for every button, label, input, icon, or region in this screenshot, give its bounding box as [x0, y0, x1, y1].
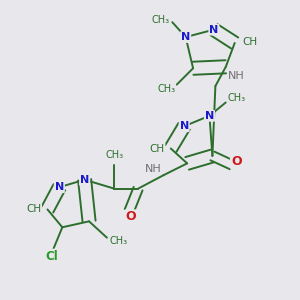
Text: N: N: [180, 121, 189, 131]
Text: Cl: Cl: [46, 250, 58, 262]
Text: N: N: [55, 182, 64, 192]
Text: CH₃: CH₃: [110, 236, 128, 246]
Text: CH₃: CH₃: [105, 150, 123, 161]
Text: NH: NH: [145, 164, 162, 174]
Text: N: N: [209, 25, 218, 34]
Text: CH: CH: [26, 204, 41, 214]
Text: CH₃: CH₃: [151, 15, 169, 25]
Text: O: O: [125, 210, 136, 224]
Text: N: N: [205, 111, 214, 121]
Text: N: N: [181, 32, 190, 42]
Text: CH: CH: [150, 143, 165, 154]
Text: N: N: [80, 175, 89, 185]
Text: NH: NH: [228, 71, 245, 81]
Text: CH₃: CH₃: [227, 93, 245, 103]
Text: CH₃: CH₃: [157, 84, 175, 94]
Text: CH: CH: [242, 37, 257, 46]
Text: O: O: [231, 155, 242, 168]
